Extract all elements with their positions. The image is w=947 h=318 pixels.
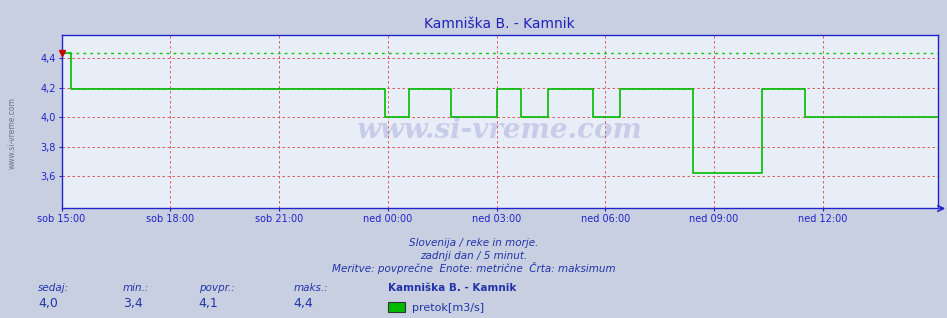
Text: 4,1: 4,1 xyxy=(199,297,219,310)
Text: sedaj:: sedaj: xyxy=(38,283,69,293)
Text: 4,0: 4,0 xyxy=(38,297,58,310)
Text: povpr.:: povpr.: xyxy=(199,283,235,293)
Text: pretok[m3/s]: pretok[m3/s] xyxy=(412,302,484,313)
Text: maks.:: maks.: xyxy=(294,283,329,293)
Text: Meritve: povprečne  Enote: metrične  Črta: maksimum: Meritve: povprečne Enote: metrične Črta:… xyxy=(331,262,616,274)
Text: www.si-vreme.com: www.si-vreme.com xyxy=(8,98,17,169)
Text: 3,4: 3,4 xyxy=(123,297,143,310)
Text: min.:: min.: xyxy=(123,283,150,293)
Title: Kamniška B. - Kamnik: Kamniška B. - Kamnik xyxy=(424,17,575,31)
Text: zadnji dan / 5 minut.: zadnji dan / 5 minut. xyxy=(420,251,527,261)
Text: 4,4: 4,4 xyxy=(294,297,313,310)
Text: Slovenija / reke in morje.: Slovenija / reke in morje. xyxy=(409,238,538,248)
Text: www.si-vreme.com: www.si-vreme.com xyxy=(357,117,642,144)
Text: Kamniška B. - Kamnik: Kamniška B. - Kamnik xyxy=(388,283,517,293)
